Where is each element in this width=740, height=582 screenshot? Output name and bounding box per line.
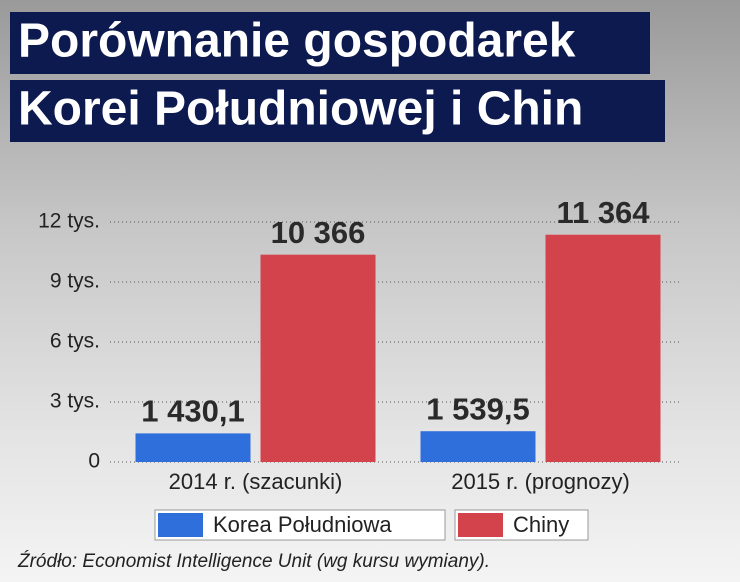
y-tick-label: 6 tys.	[50, 330, 100, 353]
title-box	[10, 80, 665, 142]
source-note: Źródło: Economist Intelligence Unit (wg …	[17, 551, 490, 572]
legend-swatch	[158, 513, 203, 537]
title-box	[10, 12, 650, 74]
y-tick-label: 9 tys.	[50, 270, 100, 293]
bar	[135, 433, 251, 462]
bar	[545, 234, 661, 462]
value-label: 10 366	[271, 215, 366, 250]
bar	[420, 431, 536, 462]
legend-label: Chiny	[513, 512, 569, 537]
value-label: 1 430,1	[141, 394, 244, 429]
legend-box	[154, 509, 446, 541]
x-tick-label: 2014 r. (szacunki)	[169, 469, 343, 494]
y-tick-label: 12 tys.	[38, 210, 100, 233]
x-tick-label: 2015 r. (prognozy)	[451, 469, 630, 494]
y-tick-label: 3 tys.	[50, 390, 100, 413]
y-tick-label: 0	[88, 450, 100, 473]
value-label: 11 364	[556, 195, 650, 230]
chart-title: Porównanie gospodarek	[18, 15, 576, 68]
bar	[260, 254, 376, 462]
value-label: 1 539,5	[426, 391, 529, 426]
chart-title: Korei Południowej i Chin	[18, 83, 583, 136]
legend-label: Korea Południowa	[213, 512, 392, 537]
legend-swatch	[458, 513, 503, 537]
